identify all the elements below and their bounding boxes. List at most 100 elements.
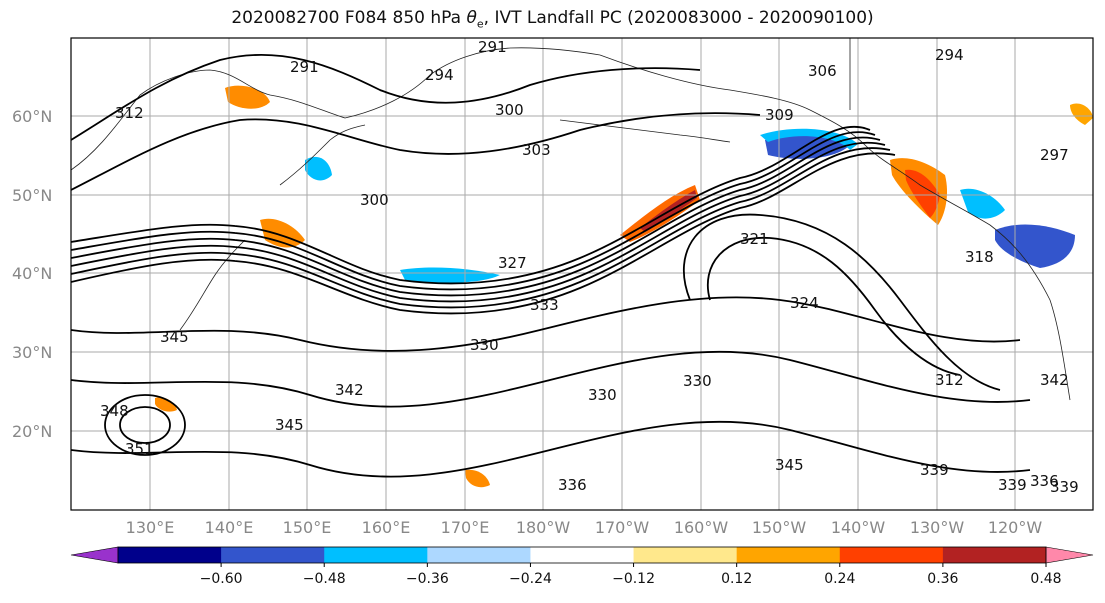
- colorbar-tick-label: 0.12: [721, 571, 752, 587]
- lon-label: 130°E: [126, 518, 175, 537]
- lon-label: 160°E: [362, 518, 411, 537]
- lon-label: 120°W: [988, 518, 1043, 537]
- contour-labels: 291 291 294 294 297 300 300 303 306 309 …: [100, 38, 1079, 496]
- contour-label: 291: [290, 58, 319, 76]
- lat-label: 30°N: [12, 343, 52, 362]
- contour-label: 294: [935, 46, 964, 64]
- colorbar-segment: [530, 547, 635, 563]
- contour-low-348: [104, 394, 186, 456]
- contour-label: 336: [1030, 472, 1059, 490]
- contour-label: 330: [683, 372, 712, 390]
- contour-label: 339: [998, 476, 1027, 494]
- contour-label: 339: [920, 461, 949, 479]
- colorbar-segment: [633, 547, 738, 563]
- contour-label: 297: [1040, 146, 1069, 164]
- shade-alaska-negative-light: [760, 128, 858, 150]
- contour-label: 312: [935, 371, 964, 389]
- contour-label: 291: [478, 38, 507, 56]
- graticule: [71, 38, 1093, 510]
- shade-coast-core: [905, 169, 940, 218]
- coast-aleutians: [559, 119, 731, 143]
- colorbar-segment: [221, 547, 325, 563]
- contour-north-2: [71, 112, 761, 191]
- contour-jet-3: [71, 147, 891, 309]
- contour-low-351: [119, 406, 171, 444]
- contour-label: 312: [115, 104, 144, 122]
- title-prefix: 2020082700 F084 850 hPa: [231, 8, 467, 28]
- colorbar-tick-label: −0.36: [406, 571, 449, 587]
- lon-label: 180°W: [516, 518, 571, 537]
- title-theta-subscript: e: [476, 17, 484, 31]
- contour-label: 327: [498, 254, 527, 272]
- shade-okhotsk-negative: [305, 156, 332, 181]
- contour-label: 303: [522, 141, 551, 159]
- contour-subtrop-3: [71, 420, 1031, 478]
- colorbar-segment: [942, 547, 1047, 563]
- colorbar-extend-high: [1045, 546, 1094, 564]
- colorbar-tick-label: 0.24: [824, 571, 855, 587]
- lon-label: 170°E: [441, 518, 490, 537]
- contour-label: 324: [790, 294, 819, 312]
- longitude-labels: 130°E 140°E 150°E 160°E 170°E 180°W 170°…: [126, 518, 1043, 537]
- lon-label: 140°E: [205, 518, 254, 537]
- colorbar-segment: [736, 547, 841, 563]
- lat-label: 20°N: [12, 422, 52, 441]
- colorbar-tick-label: 0.48: [1030, 571, 1061, 587]
- contour-jet-1: [71, 136, 881, 297]
- lon-label: 130°W: [910, 518, 965, 537]
- contour-subtrop-2: [71, 350, 1031, 408]
- contour-jet-6: [71, 125, 871, 285]
- lon-label: 150°W: [752, 518, 807, 537]
- contour-jet-2: [71, 141, 886, 303]
- map-plot-area: 291 291 294 294 297 300 300 303 306 309 …: [71, 38, 1093, 510]
- colorbar-segment: [839, 547, 944, 563]
- title-suffix: , IVT Landfall PC (2020083000 - 20200901…: [483, 8, 874, 28]
- contour-label: 330: [588, 386, 617, 404]
- coast-kamchatka: [279, 124, 366, 186]
- contour-north-1: [71, 53, 701, 141]
- lat-label: 40°N: [12, 264, 52, 283]
- lon-label: 170°W: [595, 518, 650, 537]
- contour-label: 294: [425, 66, 454, 84]
- contour-label: 333: [530, 296, 559, 314]
- colorbar: −0.60 −0.48 −0.36 −0.24 −0.12 0.12 0.24 0.36 0.4…: [70, 546, 1094, 587]
- lon-label: 160°W: [674, 518, 729, 537]
- shade-midpacific-negative: [400, 267, 500, 283]
- title-theta-symbol: θ: [466, 8, 477, 28]
- shade-hawaii-positive: [465, 469, 490, 488]
- contour-label: 318: [965, 248, 994, 266]
- coastlines: [71, 38, 1071, 401]
- contour-label: 342: [335, 381, 364, 399]
- map-frame: [70, 37, 1094, 511]
- contour-label: 309: [765, 106, 794, 124]
- colorbar-segments: [70, 546, 1094, 564]
- contour-label: 342: [1040, 371, 1069, 389]
- lat-label: 50°N: [12, 186, 52, 205]
- contour-label: 345: [160, 328, 189, 346]
- lon-label: 150°E: [283, 518, 332, 537]
- map-title: 2020082700 F084 850 hPa θe, IVT Landfall…: [0, 8, 1105, 30]
- contour-east-loop-2: [707, 237, 961, 376]
- shade-west-positive: [155, 397, 177, 412]
- colorbar-tick-label: −0.48: [303, 571, 346, 587]
- colorbar-segment: [324, 547, 428, 563]
- colorbar-segment: [118, 547, 222, 563]
- contour-label: 345: [775, 456, 804, 474]
- colorbar-tick-label: −0.24: [509, 571, 552, 587]
- contour-label: 336: [558, 476, 587, 494]
- colorbar-frame: [117, 546, 1047, 564]
- lat-label: 60°N: [12, 107, 52, 126]
- shade-kamchatka-positive: [225, 85, 270, 109]
- contour-subtrop-1: [71, 296, 1021, 352]
- coast-asia: [71, 47, 601, 171]
- contour-label: 300: [360, 191, 389, 209]
- contour-label: 321: [740, 230, 769, 248]
- coast-japan: [179, 239, 246, 331]
- map-background: [71, 38, 1093, 510]
- theta-e-contours: [71, 53, 1031, 478]
- contour-east-loop-1: [682, 213, 1001, 391]
- contour-jet-5: [71, 131, 876, 291]
- colorbar-tick-label: −0.60: [200, 571, 243, 587]
- contour-label: 351: [125, 440, 154, 458]
